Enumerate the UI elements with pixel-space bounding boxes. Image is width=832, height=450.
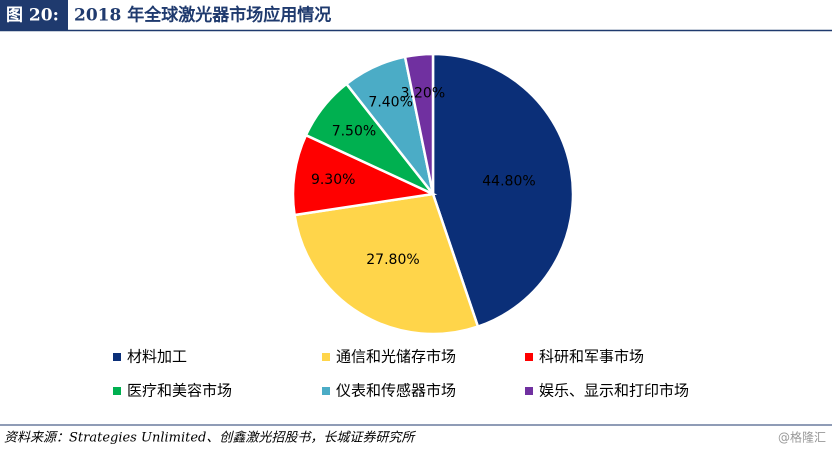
pie-slice [431, 52, 575, 329]
data-label: 44.80% [482, 173, 535, 189]
source-note: 资料来源：Strategies Unlimited、创鑫激光招股书，长城证券研究… [4, 430, 416, 446]
legend-label: 娱乐、显示和打印市场 [539, 382, 689, 400]
legend-label: 医疗和美容市场 [127, 382, 232, 400]
watermark: @格隆汇 [778, 430, 826, 445]
legend-swatch [113, 387, 121, 395]
pie-slice [293, 192, 480, 336]
data-label: 3.20% [401, 86, 445, 102]
legend-swatch [322, 387, 330, 395]
legend-label: 材料加工 [127, 348, 187, 366]
data-label: 7.40% [368, 95, 412, 111]
legend-label: 通信和光储存市场 [336, 348, 456, 366]
pie-slice [291, 133, 438, 217]
legend-label: 仪表和传感器市场 [336, 382, 456, 400]
data-label: 7.50% [332, 123, 376, 139]
header-box [0, 0, 68, 30]
legend-swatch [322, 353, 330, 361]
chart-title: 2018 年全球激光器市场应用情况 [74, 5, 331, 26]
legend-swatch [113, 353, 121, 361]
legend-swatch [525, 353, 533, 361]
legend-label: 科研和军事市场 [539, 348, 644, 366]
data-label: 27.80% [366, 252, 419, 268]
header-label: 图 20: [6, 6, 59, 26]
pie-slice [403, 52, 435, 195]
data-label: 9.30% [311, 172, 355, 188]
legend-swatch [525, 387, 533, 395]
